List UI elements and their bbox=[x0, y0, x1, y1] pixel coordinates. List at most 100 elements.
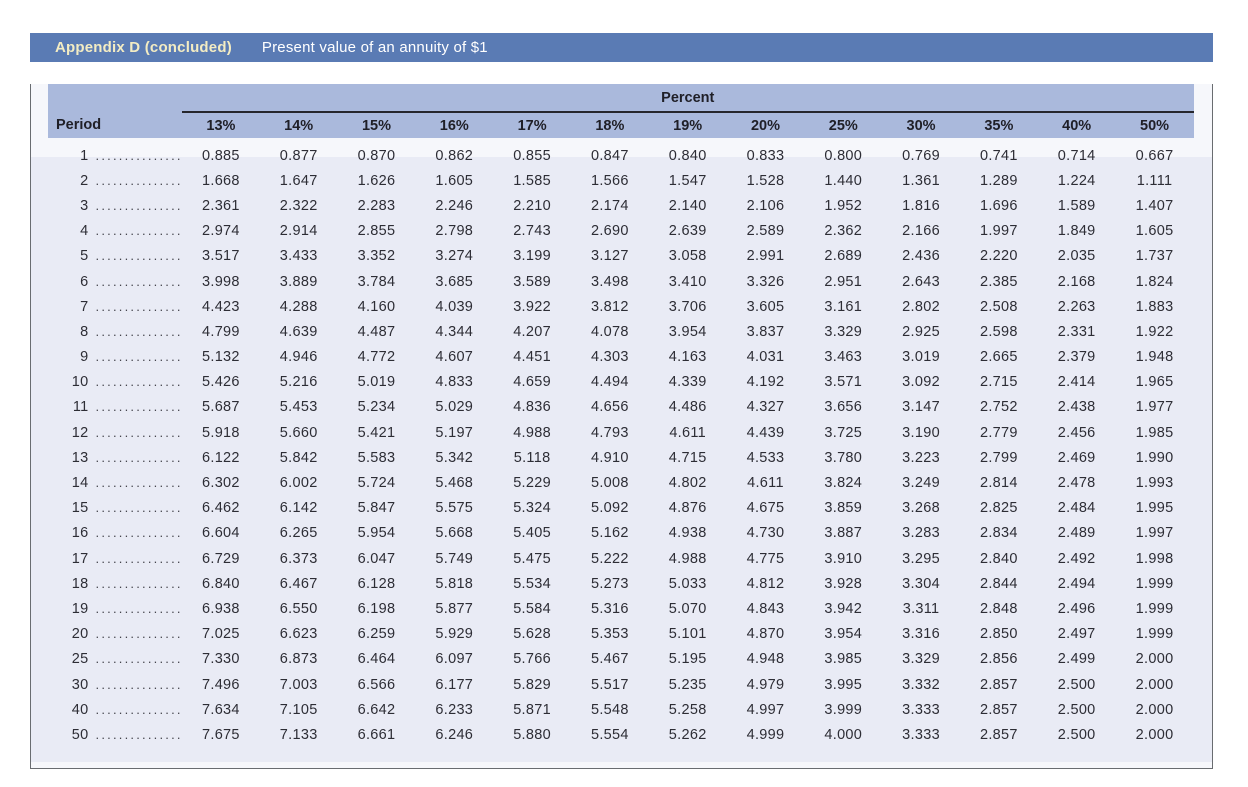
value-cell: 2.220 bbox=[979, 248, 1018, 265]
value-cell: 2.925 bbox=[902, 323, 940, 340]
period-number: 17 bbox=[71, 550, 89, 567]
value-cell: 1.999 bbox=[1135, 626, 1174, 643]
leader-dots: ................. bbox=[95, 500, 182, 516]
value-cell: 1.816 bbox=[902, 197, 940, 214]
value-cell: 2.799 bbox=[979, 449, 1018, 466]
value-cell: 5.584 bbox=[513, 600, 551, 617]
value-cell: 3.985 bbox=[824, 651, 863, 668]
value-cell: 2.814 bbox=[979, 475, 1018, 492]
value-cell: 2.857 bbox=[979, 726, 1018, 743]
table-row: 4................. 2.974 2.914 2.855 2.798 2.… bbox=[48, 219, 1194, 244]
value-cell: 2.210 bbox=[513, 197, 551, 214]
value-cell: 6.122 bbox=[202, 449, 240, 466]
value-cell: 4.207 bbox=[513, 323, 551, 340]
value-cell: 2.489 bbox=[1057, 525, 1096, 542]
value-cell: 3.329 bbox=[824, 323, 863, 340]
value-cell: 4.533 bbox=[746, 449, 785, 466]
value-cell: 6.462 bbox=[202, 500, 240, 517]
value-cell: 5.724 bbox=[357, 475, 396, 492]
leader-dots: ................. bbox=[95, 223, 182, 239]
value-cell: 3.571 bbox=[824, 374, 863, 391]
table-row: 7................. 4.423 4.288 4.160 4.039 3.… bbox=[48, 294, 1194, 319]
value-cell: 2.000 bbox=[1135, 701, 1174, 718]
value-cell: 4.946 bbox=[279, 349, 318, 366]
value-cell: 5.353 bbox=[590, 626, 629, 643]
value-cell: 1.737 bbox=[1135, 248, 1174, 265]
value-cell: 5.234 bbox=[357, 399, 396, 416]
value-cell: 0.840 bbox=[668, 147, 707, 164]
period-number: 13 bbox=[71, 449, 89, 466]
value-cell: 0.862 bbox=[435, 147, 474, 164]
value-cell: 6.566 bbox=[357, 676, 396, 693]
value-cell: 5.749 bbox=[435, 550, 474, 567]
value-cell: 2.478 bbox=[1057, 475, 1096, 492]
value-cell: 4.494 bbox=[590, 374, 629, 391]
value-cell: 0.741 bbox=[979, 147, 1018, 164]
value-cell: 6.661 bbox=[357, 726, 396, 743]
value-cell: 1.605 bbox=[435, 172, 474, 189]
value-cell: 5.195 bbox=[668, 651, 707, 668]
percent-column-header: 35% bbox=[959, 112, 1038, 138]
value-cell: 6.142 bbox=[279, 500, 318, 517]
value-cell: 2.690 bbox=[590, 223, 629, 240]
table-row: 5................. 3.517 3.433 3.352 3.274 3.… bbox=[48, 244, 1194, 269]
value-cell: 5.467 bbox=[590, 651, 629, 668]
value-cell: 6.373 bbox=[279, 550, 318, 567]
value-cell: 1.440 bbox=[824, 172, 863, 189]
percent-column-header: 20% bbox=[726, 112, 805, 138]
value-cell: 2.598 bbox=[979, 323, 1018, 340]
value-cell: 3.922 bbox=[513, 298, 551, 315]
period-cell: 10................. bbox=[48, 370, 182, 395]
table-row: 19................. 6.938 6.550 6.198 5.877 5… bbox=[48, 596, 1194, 621]
value-cell: 4.843 bbox=[746, 600, 785, 617]
value-cell: 1.824 bbox=[1135, 273, 1174, 290]
value-cell: 3.954 bbox=[668, 323, 707, 340]
value-cell: 7.496 bbox=[202, 676, 240, 693]
leader-dots: ................. bbox=[95, 701, 182, 717]
period-cell: 19................. bbox=[48, 596, 182, 621]
value-cell: 6.233 bbox=[435, 701, 474, 718]
value-cell: 1.997 bbox=[1135, 525, 1174, 542]
value-cell: 3.589 bbox=[513, 273, 551, 290]
value-cell: 2.914 bbox=[279, 223, 318, 240]
value-cell: 4.039 bbox=[435, 298, 474, 315]
value-cell: 3.352 bbox=[357, 248, 396, 265]
value-cell: 5.668 bbox=[435, 525, 474, 542]
value-cell: 3.463 bbox=[824, 349, 863, 366]
value-cell: 6.047 bbox=[357, 550, 396, 567]
value-cell: 1.361 bbox=[902, 172, 940, 189]
value-cell: 5.258 bbox=[668, 701, 707, 718]
value-cell: 2.500 bbox=[1057, 726, 1096, 743]
leader-dots: ................. bbox=[95, 399, 182, 415]
value-cell: 3.887 bbox=[824, 525, 863, 542]
value-cell: 2.508 bbox=[979, 298, 1018, 315]
value-cell: 3.332 bbox=[902, 676, 940, 693]
value-cell: 3.161 bbox=[824, 298, 863, 315]
table-row: 12................. 5.918 5.660 5.421 5.197 4… bbox=[48, 420, 1194, 445]
value-cell: 2.140 bbox=[668, 197, 707, 214]
value-cell: 5.847 bbox=[357, 500, 396, 517]
value-cell: 4.303 bbox=[590, 349, 629, 366]
value-cell: 4.675 bbox=[746, 500, 785, 517]
leader-dots: ................. bbox=[95, 475, 182, 491]
value-cell: 0.877 bbox=[279, 147, 318, 164]
table-row: 3................. 2.361 2.322 2.283 2.246 2.… bbox=[48, 193, 1194, 218]
value-cell: 2.499 bbox=[1057, 651, 1096, 668]
value-cell: 5.029 bbox=[435, 399, 474, 416]
percent-column-header: 17% bbox=[493, 112, 571, 138]
value-cell: 3.249 bbox=[902, 475, 940, 492]
value-cell: 2.798 bbox=[435, 223, 474, 240]
value-cell: 3.147 bbox=[902, 399, 940, 416]
value-cell: 4.715 bbox=[668, 449, 707, 466]
value-cell: 1.111 bbox=[1136, 172, 1173, 189]
value-cell: 3.812 bbox=[590, 298, 629, 315]
leader-dots: ................. bbox=[95, 323, 182, 339]
value-cell: 2.779 bbox=[979, 424, 1018, 441]
value-cell: 5.534 bbox=[513, 575, 551, 592]
value-cell: 2.362 bbox=[824, 223, 863, 240]
value-cell: 1.605 bbox=[1135, 223, 1174, 240]
value-cell: 5.426 bbox=[202, 374, 240, 391]
panel-body: Percent Period 13% 14% 15% 16% 17% 18% 19% 20% 2… bbox=[30, 84, 1213, 769]
percent-column-header: 15% bbox=[337, 112, 416, 138]
value-cell: 7.003 bbox=[279, 676, 318, 693]
